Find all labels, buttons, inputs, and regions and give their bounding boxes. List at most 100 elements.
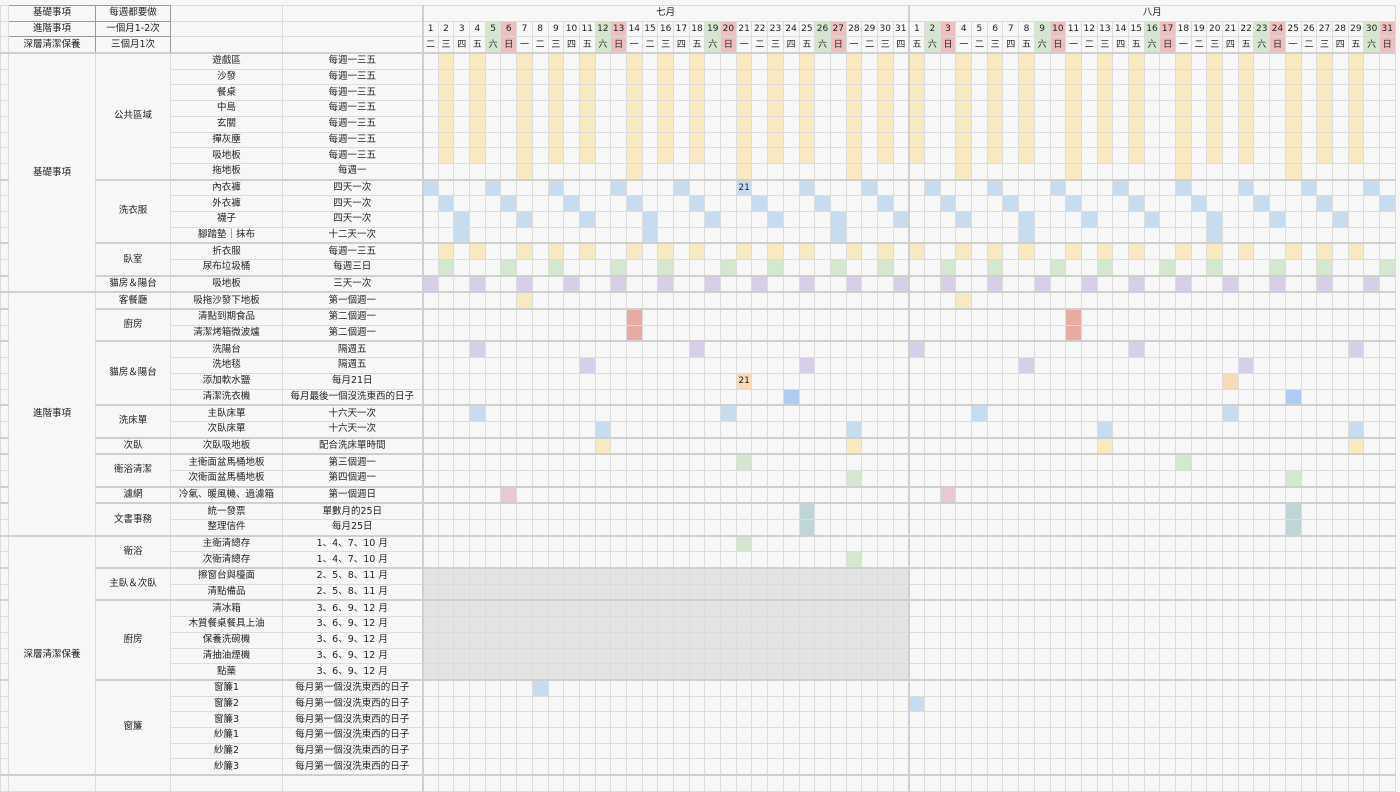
day-cell[interactable]	[1080, 226, 1098, 244]
day-cell[interactable]	[1284, 758, 1302, 776]
day-cell[interactable]	[673, 534, 690, 553]
day-cell[interactable]	[1127, 226, 1145, 244]
day-cell[interactable]	[610, 242, 627, 261]
day-cell[interactable]	[437, 742, 455, 760]
day-cell[interactable]	[1018, 502, 1035, 521]
scheduled-cell[interactable]	[1206, 131, 1224, 149]
scheduled-cell[interactable]	[625, 115, 643, 133]
scheduled-cell[interactable]	[845, 68, 863, 86]
day-cell[interactable]	[1127, 258, 1145, 277]
empty-cell[interactable]	[1049, 773, 1067, 792]
day-cell[interactable]	[1237, 695, 1255, 713]
day-cell[interactable]	[500, 678, 518, 697]
day-cell[interactable]	[1378, 115, 1396, 133]
day-cell[interactable]	[1206, 340, 1224, 359]
scheduled-cell[interactable]	[531, 678, 549, 697]
day-cell[interactable]	[484, 469, 502, 488]
day-cell[interactable]	[892, 678, 910, 697]
day-cell[interactable]	[955, 469, 973, 488]
day-cell[interactable]	[469, 291, 486, 310]
day-cell[interactable]	[516, 178, 533, 197]
scheduled-cell[interactable]	[1347, 436, 1365, 455]
scheduled-cell[interactable]	[704, 631, 722, 649]
day-cell[interactable]	[673, 324, 690, 342]
day-cell[interactable]	[594, 518, 612, 537]
day-cell[interactable]	[1002, 147, 1020, 164]
day-cell[interactable]	[971, 726, 988, 744]
day-cell[interactable]	[1002, 502, 1020, 521]
day-cell[interactable]	[861, 551, 878, 569]
day-cell[interactable]	[1018, 388, 1035, 406]
scheduled-cell[interactable]	[531, 583, 549, 601]
day-cell[interactable]	[751, 226, 769, 244]
scheduled-cell[interactable]: 21	[735, 178, 753, 197]
day-cell[interactable]	[1331, 453, 1349, 471]
scheduled-cell[interactable]	[829, 663, 847, 681]
day-cell[interactable]	[484, 324, 502, 342]
day-cell[interactable]	[782, 84, 800, 102]
day-cell[interactable]	[924, 502, 941, 521]
day-cell[interactable]	[767, 534, 784, 553]
day-cell[interactable]	[563, 388, 580, 406]
day-cell[interactable]	[453, 52, 471, 70]
day-cell[interactable]	[688, 420, 706, 439]
day-cell[interactable]	[1347, 599, 1365, 618]
day-cell[interactable]	[1143, 131, 1161, 149]
day-cell[interactable]	[1269, 291, 1286, 310]
day-cell[interactable]	[939, 631, 957, 649]
day-cell[interactable]	[1222, 567, 1239, 585]
day-cell[interactable]	[1222, 453, 1239, 471]
day-cell[interactable]	[1143, 115, 1161, 133]
day-cell[interactable]	[1065, 631, 1082, 649]
scheduled-cell[interactable]	[735, 147, 753, 164]
day-cell[interactable]	[625, 518, 643, 537]
day-cell[interactable]	[767, 162, 784, 181]
scheduled-cell[interactable]	[1284, 131, 1302, 149]
scheduled-cell[interactable]	[437, 242, 455, 261]
day-cell[interactable]	[1253, 583, 1271, 601]
day-cell[interactable]	[1143, 388, 1161, 406]
scheduled-cell[interactable]	[437, 631, 455, 649]
day-cell[interactable]	[578, 502, 596, 521]
scheduled-cell[interactable]	[1175, 162, 1192, 181]
scheduled-cell[interactable]	[531, 663, 549, 681]
day-cell[interactable]	[986, 502, 1004, 521]
day-cell[interactable]	[1127, 551, 1145, 569]
day-cell[interactable]	[1331, 436, 1349, 455]
day-cell[interactable]	[876, 372, 894, 390]
day-cell[interactable]	[939, 663, 957, 681]
day-cell[interactable]	[1237, 758, 1255, 776]
day-cell[interactable]	[1363, 616, 1380, 633]
day-cell[interactable]	[1112, 518, 1129, 537]
day-cell[interactable]	[1159, 502, 1176, 521]
day-cell[interactable]	[1316, 502, 1333, 521]
day-cell[interactable]	[704, 518, 722, 537]
day-cell[interactable]	[1190, 68, 1208, 86]
empty-cell[interactable]	[95, 773, 171, 792]
day-cell[interactable]	[657, 711, 674, 728]
day-cell[interactable]	[939, 324, 957, 342]
day-cell[interactable]	[767, 711, 784, 728]
day-cell[interactable]	[1206, 551, 1224, 569]
day-cell[interactable]	[1049, 663, 1067, 681]
scheduled-cell[interactable]	[594, 663, 612, 681]
day-cell[interactable]	[720, 534, 737, 553]
day-cell[interactable]	[876, 324, 894, 342]
day-cell[interactable]	[1363, 726, 1380, 744]
scheduled-cell[interactable]	[516, 663, 533, 681]
empty-cell[interactable]	[282, 773, 423, 792]
day-cell[interactable]	[673, 274, 690, 293]
day-cell[interactable]	[1269, 453, 1286, 471]
day-cell[interactable]	[469, 178, 486, 197]
scheduled-cell[interactable]	[1065, 115, 1082, 133]
day-cell[interactable]	[1049, 100, 1067, 117]
day-cell[interactable]	[971, 388, 988, 406]
scheduled-cell[interactable]	[453, 663, 471, 681]
day-cell[interactable]	[907, 758, 925, 776]
day-cell[interactable]	[1127, 599, 1145, 618]
day-cell[interactable]	[1159, 324, 1176, 342]
day-cell[interactable]	[1127, 291, 1145, 310]
day-cell[interactable]	[1159, 210, 1176, 228]
day-cell[interactable]	[814, 372, 831, 390]
day-cell[interactable]	[1300, 551, 1318, 569]
